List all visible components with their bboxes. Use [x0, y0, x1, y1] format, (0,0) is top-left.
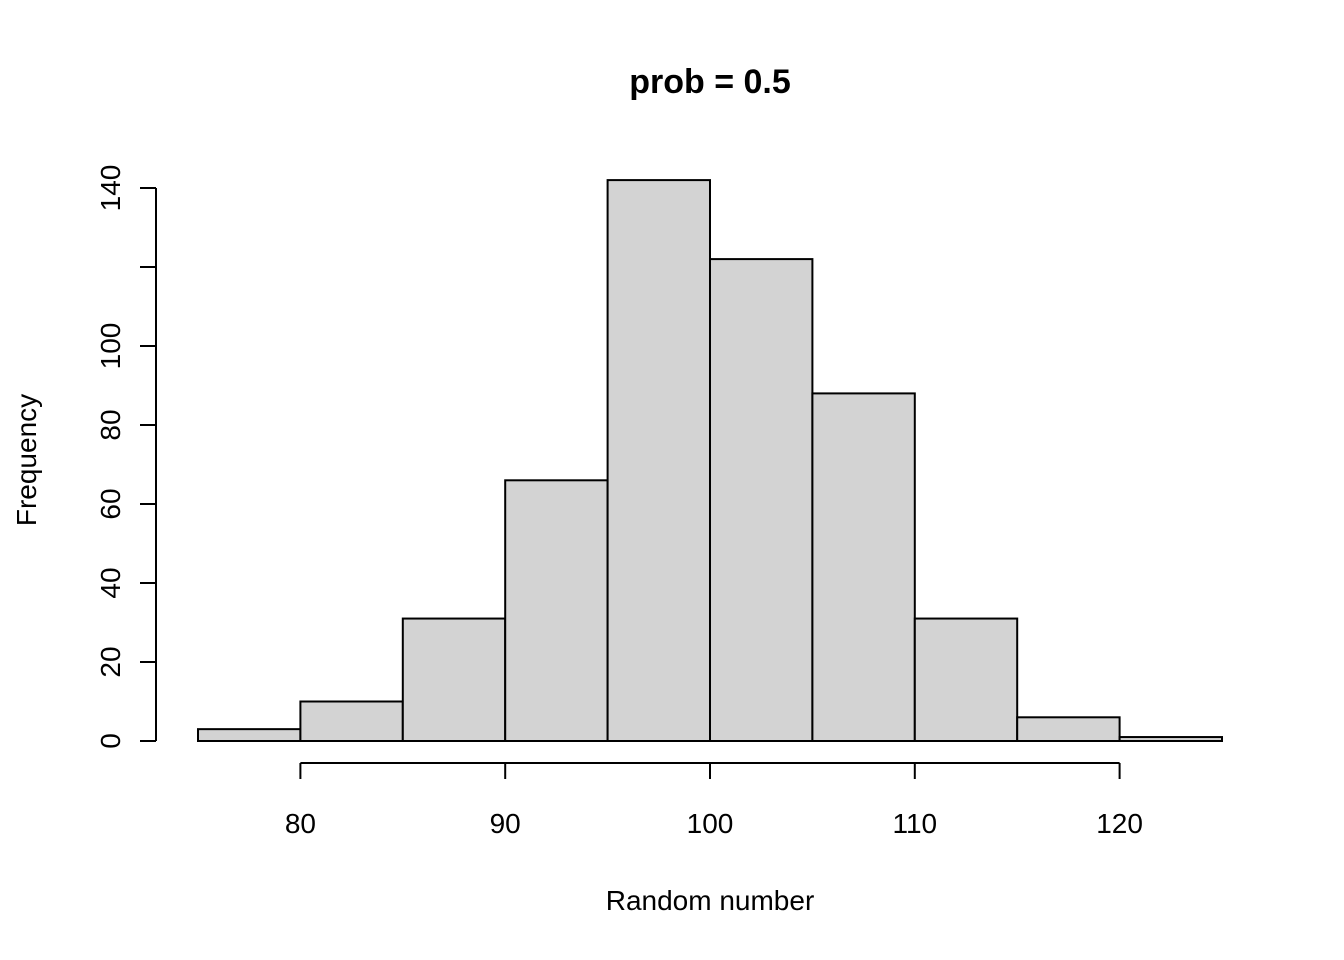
- x-tick-label: 90: [490, 808, 521, 839]
- chart-title: prob = 0.5: [629, 63, 791, 101]
- y-tick-label: 0: [95, 733, 126, 749]
- y-tick-label: 40: [95, 567, 126, 598]
- histogram-bar: [811, 392, 916, 742]
- y-axis-label: Frequency: [11, 394, 42, 526]
- histogram-bar: [606, 179, 711, 743]
- y-tick-label: 60: [95, 488, 126, 519]
- y-tick-label: 140: [95, 165, 126, 212]
- x-axis: 80 90 100 110 120: [285, 762, 1143, 839]
- y-tick-label: 20: [95, 646, 126, 677]
- histogram-bar: [1118, 736, 1223, 742]
- x-tick-label: 80: [285, 808, 316, 839]
- histogram-bar: [709, 258, 814, 742]
- histogram-bars: [197, 179, 1223, 743]
- x-tick-label: 100: [687, 808, 734, 839]
- x-tick-label: 110: [892, 808, 937, 839]
- x-tick-label: 120: [1096, 808, 1143, 839]
- histogram-bar: [299, 700, 404, 742]
- y-axis: 0 20 40 60 80 100 140: [95, 165, 157, 749]
- histogram-bar: [504, 479, 609, 742]
- y-tick-label: 80: [95, 409, 126, 440]
- y-tick-label: 100: [95, 323, 126, 370]
- x-axis-label: Random number: [606, 885, 815, 916]
- histogram-bar: [1016, 716, 1121, 742]
- histogram-bar: [197, 728, 302, 743]
- histogram-bar: [913, 617, 1019, 742]
- histogram-bar: [401, 617, 507, 742]
